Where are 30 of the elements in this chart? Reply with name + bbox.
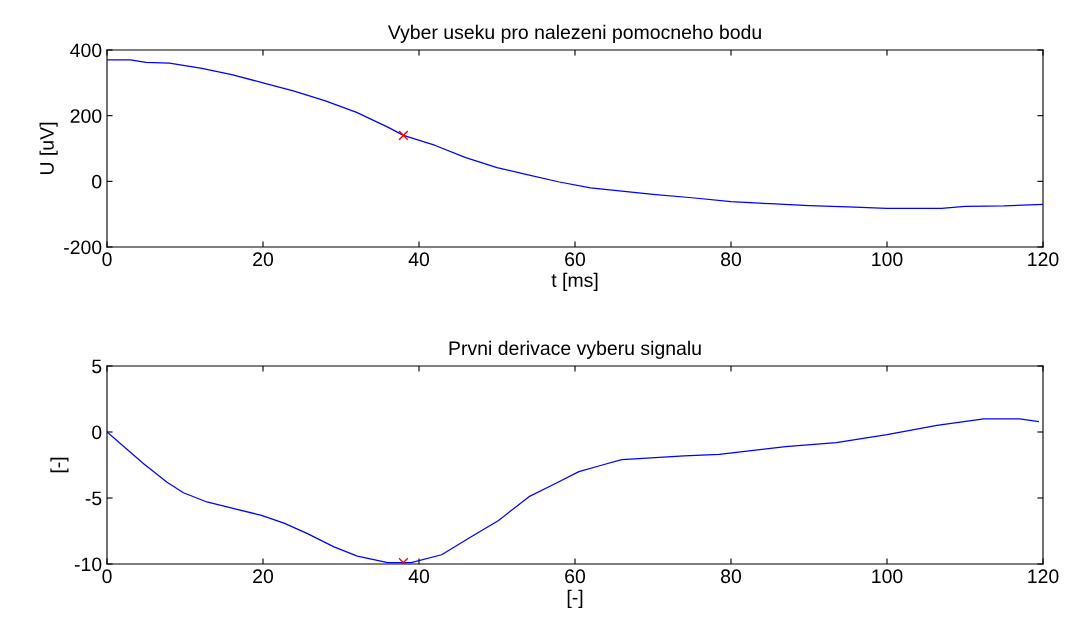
y-tick-label: 0 <box>92 174 102 189</box>
x-tick-label: 0 <box>102 569 112 584</box>
y-axis-title: U [uV] <box>39 122 58 175</box>
x-axis-title: [-] <box>567 589 583 608</box>
x-tick-label: 40 <box>408 252 430 267</box>
y-tick-label: -5 <box>85 491 102 506</box>
x-tick-label: 120 <box>1028 252 1059 267</box>
y-tick-label: 0 <box>92 425 102 440</box>
y-tick-label: -200 <box>64 240 102 255</box>
x-tick-label: 120 <box>1028 569 1059 584</box>
x-tick-label: 60 <box>565 252 586 267</box>
y-axis-title: [-] <box>50 457 69 473</box>
line-series <box>107 418 1039 564</box>
x-tick-label: 40 <box>408 569 430 584</box>
x-tick-label: 100 <box>872 252 903 267</box>
x-tick-label: 80 <box>721 252 742 267</box>
x-tick-label: 0 <box>102 252 112 267</box>
chart-title: Vyber useku pro nalezeni pomocneho bodu <box>387 24 761 43</box>
x-tick-label: 60 <box>565 569 586 584</box>
x-tick-label: 100 <box>872 569 903 584</box>
x-tick-label: 20 <box>253 569 274 584</box>
y-tick-label: 400 <box>70 43 102 58</box>
y-tick-label: -10 <box>74 557 102 572</box>
chart-title: Prvni derivace vyberu signalu <box>449 340 701 359</box>
x-axis-title: t [ms] <box>551 272 598 291</box>
y-tick-label: 5 <box>92 359 102 374</box>
x-tick-label: 20 <box>253 252 274 267</box>
y-tick-label: 200 <box>70 109 102 123</box>
x-tick-label: 80 <box>721 569 742 584</box>
line-series <box>107 59 1043 209</box>
